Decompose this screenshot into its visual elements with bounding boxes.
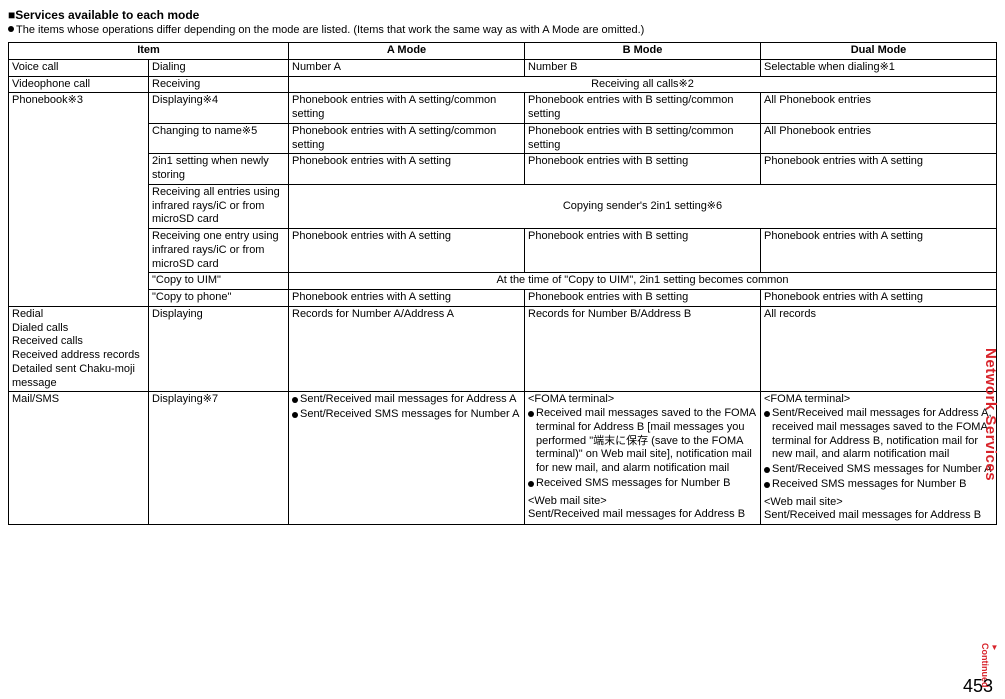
cell-b: Phonebook entries with B setting xyxy=(525,154,761,185)
th-b: B Mode xyxy=(525,43,761,60)
cell-dual: All Phonebook entries xyxy=(761,93,997,124)
cell-a: Records for Number A/Address A xyxy=(289,306,525,392)
table-row: Redial Dialed calls Received calls Recei… xyxy=(9,306,997,392)
cell-item: Voice call xyxy=(9,59,149,76)
table-row: 2in1 setting when newly storing Phoneboo… xyxy=(9,154,997,185)
bullet-icon xyxy=(8,26,14,32)
sub-heading: <Web mail site> xyxy=(764,496,993,510)
cell-dual: Phonebook entries with A setting xyxy=(761,290,997,307)
cell-sub: "Copy to phone" xyxy=(149,290,289,307)
cell-sub: Displaying xyxy=(149,306,289,392)
bullet-icon xyxy=(764,482,770,488)
table-row: Voice call Dialing Number A Number B Sel… xyxy=(9,59,997,76)
list-text: Received SMS messages for Number B xyxy=(536,477,757,491)
list-text: Sent/Received SMS messages for Number A xyxy=(300,408,521,422)
cell-b: Phonebook entries with B setting xyxy=(525,229,761,273)
table-row: Receiving one entry using infrared rays/… xyxy=(9,229,997,273)
list-text: Received mail messages saved to the FOMA… xyxy=(536,407,757,476)
cell-dual: <FOMA terminal> Sent/Received mail messa… xyxy=(761,392,997,525)
cell-b: Phonebook entries with B setting/common … xyxy=(525,93,761,124)
cell-item: Videophone call xyxy=(9,76,149,93)
bullet-icon xyxy=(528,481,534,487)
cell-item: Phonebook※3 xyxy=(9,93,149,307)
cell-item: Redial Dialed calls Received calls Recei… xyxy=(9,306,149,392)
cell-merged: Copying sender's 2in1 setting※6 xyxy=(289,184,997,228)
cell-sub: Displaying※4 xyxy=(149,93,289,124)
cell-sub: Changing to name※5 xyxy=(149,123,289,154)
bullet-icon xyxy=(764,467,770,473)
table-row: Videophone call Receiving Receiving all … xyxy=(9,76,997,93)
cell-merged: Receiving all calls※2 xyxy=(289,76,997,93)
section-heading: ■Services available to each mode xyxy=(8,8,997,22)
cell-b: Number B xyxy=(525,59,761,76)
th-dual: Dual Mode xyxy=(761,43,997,60)
table-row: "Copy to phone" Phonebook entries with A… xyxy=(9,290,997,307)
page-number: 453 xyxy=(963,676,993,697)
table-row: Phonebook※3 Displaying※4 Phonebook entri… xyxy=(9,93,997,124)
cell-sub: Displaying※7 xyxy=(149,392,289,525)
sub-heading: <FOMA terminal> xyxy=(528,393,757,407)
side-tab: Network Services xyxy=(982,348,999,481)
bullet-icon xyxy=(292,412,298,418)
table-row: Receiving all entries using infrared ray… xyxy=(9,184,997,228)
cell-b: Phonebook entries with B setting xyxy=(525,290,761,307)
cell-b: Records for Number B/Address B xyxy=(525,306,761,392)
cell-a: Phonebook entries with A setting xyxy=(289,229,525,273)
cell-item: Mail/SMS xyxy=(9,392,149,525)
cell-b: <FOMA terminal> Received mail messages s… xyxy=(525,392,761,525)
cell-a: Phonebook entries with A setting xyxy=(289,290,525,307)
intro-line: The items whose operations differ depend… xyxy=(8,24,997,36)
bullet-icon xyxy=(292,397,298,403)
plain-text: Sent/Received mail messages for Address … xyxy=(764,509,993,523)
cell-dual: All records xyxy=(761,306,997,392)
cell-a: Phonebook entries with A setting xyxy=(289,154,525,185)
cell-dual: Phonebook entries with A setting xyxy=(761,229,997,273)
bullet-icon xyxy=(764,411,770,417)
cell-b: Phonebook entries with B setting/common … xyxy=(525,123,761,154)
cell-sub: Receiving one entry using infrared rays/… xyxy=(149,229,289,273)
cell-dual: Selectable when dialing※1 xyxy=(761,59,997,76)
cell-a: Number A xyxy=(289,59,525,76)
sub-heading: <Web mail site> xyxy=(528,495,757,509)
cell-merged: At the time of "Copy to UIM", 2in1 setti… xyxy=(289,273,997,290)
cell-a: Sent/Received mail messages for Address … xyxy=(289,392,525,525)
table-row: Mail/SMS Displaying※7 Sent/Received mail… xyxy=(9,392,997,525)
list-text: Sent/Received mail messages for Address … xyxy=(300,393,521,407)
intro-text: The items whose operations differ depend… xyxy=(16,24,644,36)
cell-dual: All Phonebook entries xyxy=(761,123,997,154)
th-item: Item xyxy=(9,43,289,60)
bullet-icon xyxy=(528,411,534,417)
list-text: Sent/Received mail messages for Address … xyxy=(772,407,993,462)
cell-a: Phonebook entries with A setting/common … xyxy=(289,123,525,154)
cell-sub: Receiving xyxy=(149,76,289,93)
cell-sub: Dialing xyxy=(149,59,289,76)
cell-sub: 2in1 setting when newly storing xyxy=(149,154,289,185)
cell-a: Phonebook entries with A setting/common … xyxy=(289,93,525,124)
table-row: Changing to name※5 Phonebook entries wit… xyxy=(9,123,997,154)
table-row: "Copy to UIM" At the time of "Copy to UI… xyxy=(9,273,997,290)
mode-table: Item A Mode B Mode Dual Mode Voice call … xyxy=(8,42,997,525)
cell-sub: Receiving all entries using infrared ray… xyxy=(149,184,289,228)
sub-heading: <FOMA terminal> xyxy=(764,393,993,407)
cell-sub: "Copy to UIM" xyxy=(149,273,289,290)
plain-text: Sent/Received mail messages for Address … xyxy=(528,508,757,522)
th-a: A Mode xyxy=(289,43,525,60)
heading-text: Services available to each mode xyxy=(15,8,199,22)
list-text: Received SMS messages for Number B xyxy=(772,478,993,492)
list-text: Sent/Received SMS messages for Number A xyxy=(772,463,993,477)
cell-dual: Phonebook entries with A setting xyxy=(761,154,997,185)
